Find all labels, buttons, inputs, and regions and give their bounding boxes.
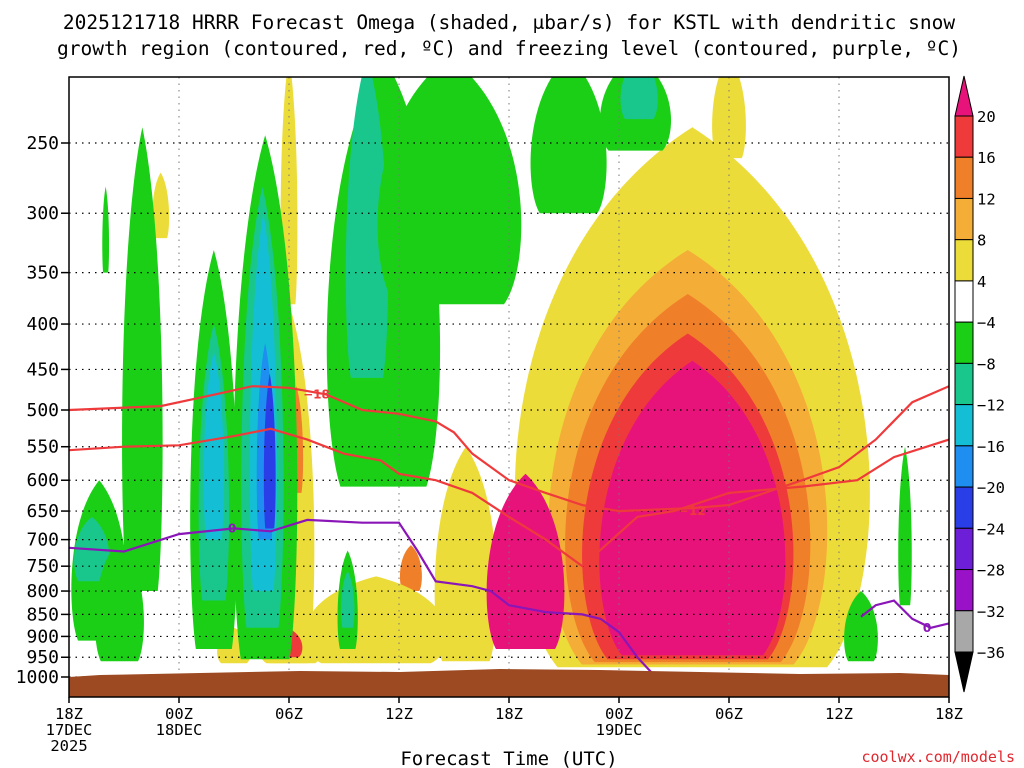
contour-dgz-bottom (69, 427, 949, 568)
ytick-label-700: 700 (26, 530, 59, 551)
colorbar-label-3: 8 (977, 232, 986, 250)
ytick-label-600: 600 (26, 470, 59, 491)
contour-dgz-top (69, 385, 949, 513)
xtick-label-30-1: 19DEC (596, 721, 643, 739)
ground-terrain (69, 669, 949, 697)
ytick-label-250: 250 (26, 133, 59, 154)
ytick-label-800: 800 (26, 581, 59, 602)
colorbar-label-11: −28 (977, 562, 1005, 580)
contour-freezing-level-east (860, 599, 949, 629)
contour-label-dgz-top: −18 (303, 387, 330, 401)
colorbar-swatch-2 (954, 197, 974, 241)
contour-label-dgz-bottom: −12 (679, 504, 706, 518)
colorbar-label-6: −8 (977, 355, 996, 373)
omega-area-38 (620, 77, 658, 120)
ytick-label-300: 300 (26, 203, 59, 224)
omega-area-21 (122, 127, 163, 592)
omega-area-29 (203, 351, 224, 540)
omega-area-19 (712, 77, 746, 159)
colorbar-label-4: 4 (977, 273, 986, 291)
colorbar: 20 16 12 8 4 −4 −8 −12 −16 −20 −24 −28 −32 −36 (954, 75, 1005, 693)
omega-area-20 (152, 172, 170, 239)
colorbar-swatch-9 (954, 486, 974, 529)
ytick-label-900: 900 (26, 626, 59, 647)
omega-area-32 (94, 539, 144, 662)
xtick-label-6-0: 00Z (165, 705, 193, 723)
colorbar-max-arrow (954, 75, 974, 117)
colorbar-label-8: −16 (977, 438, 1005, 456)
colorbar-label-9: −20 (977, 479, 1005, 497)
omega-area-6 (486, 473, 565, 650)
xtick-label-6-1: 18DEC (156, 721, 203, 739)
colorbar-label-7: −12 (977, 397, 1005, 415)
contour-layer: −18 −12 0 0 (69, 385, 949, 678)
xtick-label-0-0: 18Z (55, 705, 83, 723)
ytick-label-550: 550 (26, 437, 59, 458)
ytick-label-950: 950 (26, 647, 59, 668)
colorbar-min-arrow (954, 651, 974, 693)
colorbar-label-1: 16 (977, 149, 996, 167)
omega-area-8 (399, 545, 422, 592)
colorbar-label-13: −36 (977, 644, 1005, 662)
omega-area-34 (345, 77, 389, 378)
ytick-label-650: 650 (26, 501, 59, 522)
colorbar-label-0: 20 (977, 108, 996, 126)
omega-area-41 (844, 591, 878, 662)
omega-area-43 (102, 186, 110, 273)
ytick-label-400: 400 (26, 314, 59, 335)
colorbar-swatch-8 (954, 445, 974, 488)
xtick-label-12-0: 06Z (275, 705, 303, 723)
colorbar-swatch-7 (954, 404, 974, 447)
ytick-label-750: 750 (26, 556, 59, 577)
credit-link[interactable]: coolwx.com/models (861, 748, 1015, 766)
colorbar-swatch-4 (954, 280, 974, 323)
omega-shading-layer (71, 77, 912, 668)
omega-area-35 (377, 77, 522, 305)
xtick-label-0-1: 17DEC (46, 721, 93, 739)
colorbar-swatch-6 (954, 362, 974, 406)
ytick-label-500: 500 (26, 400, 59, 421)
colorbar-label-2: 12 (977, 190, 996, 208)
omega-area-26 (263, 373, 276, 529)
ytick-label-450: 450 (26, 359, 59, 380)
xtick-label-48-0: 18Z (935, 705, 963, 723)
contour-label-freezing-level: 0 (228, 521, 236, 535)
xtick-label-24-0: 18Z (495, 705, 523, 723)
colorbar-swatch-0 (954, 115, 974, 158)
omega-area-5 (434, 446, 498, 662)
colorbar-swatch-1 (954, 156, 974, 199)
colorbar-swatch-5 (954, 321, 974, 364)
omega-area-36 (530, 77, 607, 214)
xtick-label-36-0: 06Z (715, 705, 743, 723)
contour-freezing-level (69, 518, 657, 678)
colorbar-label-5: −4 (977, 314, 996, 332)
ytick-label-850: 850 (26, 604, 59, 625)
colorbar-swatch-10 (954, 527, 974, 571)
ytick-label-350: 350 (26, 263, 59, 284)
colorbar-swatch-3 (954, 239, 974, 282)
colorbar-swatch-11 (954, 569, 974, 612)
xtick-label-18-0: 12Z (385, 705, 413, 723)
xtick-label-0-2: 2025 (50, 737, 87, 755)
chart-title-line-1: 2025121718 HRRR Forecast Omega (shaded, … (63, 11, 955, 34)
ytick-label-1000: 1000 (16, 667, 59, 688)
x-axis-label: Forecast Time (UTC) (400, 748, 617, 768)
colorbar-label-12: −32 (977, 603, 1005, 621)
colorbar-label-10: −24 (977, 520, 1005, 538)
omega-area-40 (340, 571, 355, 628)
pressure-axis: 2503003504004505005506006507007508008509… (16, 133, 69, 688)
xtick-label-30-0: 00Z (605, 705, 633, 723)
xtick-label-42-0: 12Z (825, 705, 853, 723)
chart-title-line-2: growth region (contoured, red, ºC) and f… (57, 37, 961, 60)
colorbar-swatch-12 (954, 610, 974, 653)
contour-label-freezing-level-east: 0 (923, 621, 931, 635)
